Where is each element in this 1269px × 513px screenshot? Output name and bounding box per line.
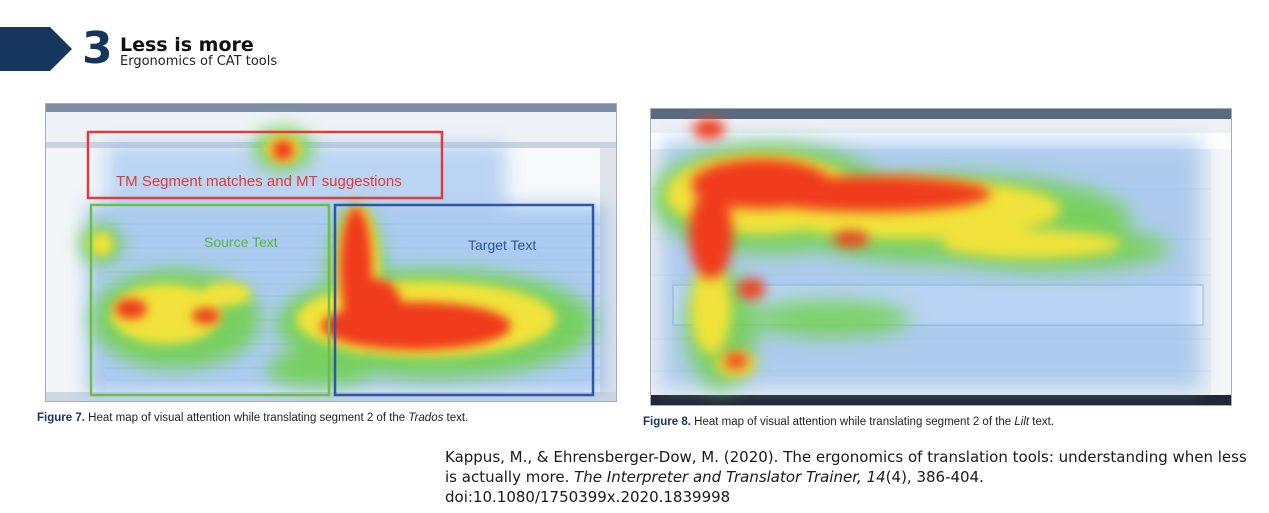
section-subtitle: Ergonomics of CAT tools [120, 54, 278, 69]
trados-screenshot: TM Segment matches and MT suggestions So… [46, 104, 616, 401]
section-number: 3 [82, 23, 113, 74]
figure-7-heatmap: TM Segment matches and MT suggestions So… [45, 103, 617, 402]
section-arrow-icon [0, 27, 72, 71]
lilt-screenshot [651, 109, 1231, 405]
citation: Kappus, M., & Ehrensberger-Dow, M. (2020… [445, 448, 1247, 506]
tm-box [86, 130, 444, 200]
target-box [333, 203, 595, 397]
source-box [89, 203, 331, 397]
section-title: Less is more [120, 34, 254, 56]
figure-7-caption: Figure 7. Heat map of visual attention w… [37, 412, 469, 424]
source-label: Source Text [204, 234, 278, 250]
figure-8-caption: Figure 8. Heat map of visual attention w… [643, 416, 1055, 428]
target-label: Target Text [468, 237, 536, 253]
figure-8-heatmap [650, 108, 1232, 406]
tm-label: TM Segment matches and MT suggestions [116, 173, 402, 190]
